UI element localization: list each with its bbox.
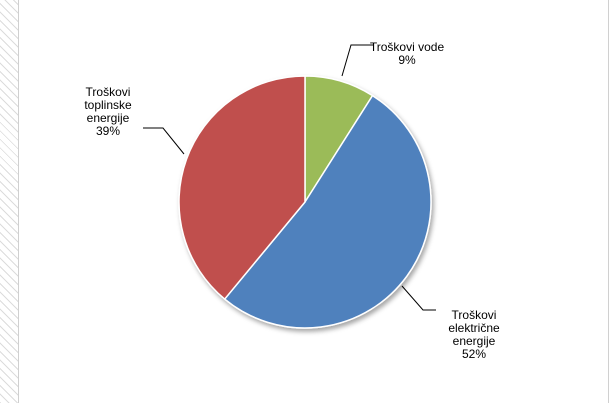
slice-label-line: toplinske bbox=[84, 98, 132, 112]
leader-line bbox=[143, 127, 185, 155]
slice-label-line: električne bbox=[448, 321, 500, 335]
leader-line bbox=[341, 44, 373, 77]
slice-labels: Troškovi vode 9%Troškovi električne energij… bbox=[84, 40, 500, 361]
slice-label: Troškovi toplinske energije 39% bbox=[84, 85, 132, 138]
slice-label-line: Troškovi bbox=[86, 85, 131, 99]
leader-lines bbox=[143, 44, 436, 311]
slice-label-line: 52% bbox=[462, 347, 486, 361]
slice-label-line: energije bbox=[87, 111, 130, 125]
pie-slices bbox=[178, 75, 432, 329]
pie-slice bbox=[178, 75, 306, 301]
slice-label-line: 39% bbox=[96, 124, 120, 138]
slice-label-line: 9% bbox=[398, 53, 416, 67]
slice-label-line: energije bbox=[453, 334, 496, 348]
pie-slice bbox=[223, 94, 432, 329]
slice-label: Troškovi električne energije 52% bbox=[448, 308, 500, 361]
slice-label: Troškovi vode 9% bbox=[370, 40, 445, 67]
slice-label-line: Troškovi vode bbox=[370, 40, 445, 54]
leader-line bbox=[401, 285, 436, 311]
slice-label-line: Troškovi bbox=[452, 308, 497, 322]
